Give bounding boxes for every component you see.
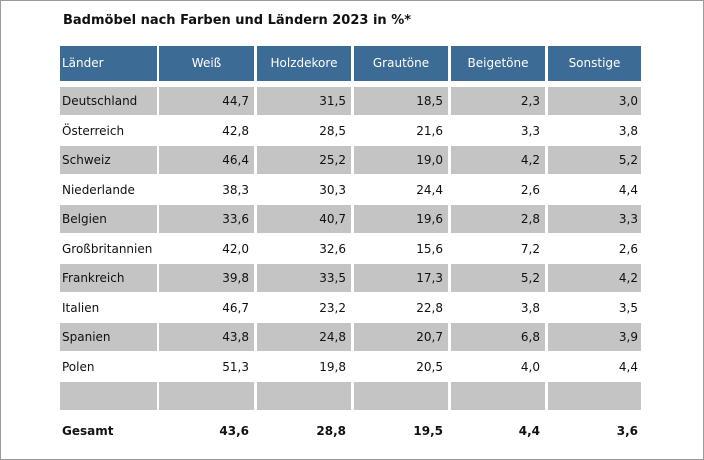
cell-beigetoene: 6,8 (451, 323, 545, 351)
cell-weiss: 43,8 (159, 323, 254, 351)
table-row: Italien 46,7 23,2 22,8 3,8 3,5 (60, 294, 641, 322)
cell-holzdekore: 19,8 (319, 360, 346, 374)
header-holzdekore: Holzdekore (257, 46, 351, 81)
cell-beigetoene: 2,8 (451, 205, 545, 233)
cell-sonstige: 3,3 (548, 205, 641, 233)
cell-beigetoene: 4,4 (518, 424, 540, 438)
cell-country: Frankreich (60, 264, 157, 292)
cell-holzdekore: 28,5 (319, 124, 346, 138)
table-row: Deutschland 44,7 31,5 18,5 2,3 3,0 (60, 87, 641, 115)
table-row: Niederlande 38,3 30,3 24,4 2,6 4,4 (60, 176, 641, 204)
cell-grautoene: 20,7 (354, 323, 448, 351)
cell-grautoene (354, 382, 448, 410)
header-beigetoene: Beigetöne (451, 46, 545, 81)
cell-sonstige: 3,5 (618, 301, 638, 315)
cell-country (60, 382, 157, 410)
cell-sonstige: 4,2 (548, 264, 641, 292)
cell-holzdekore: 30,3 (319, 183, 346, 197)
chart-title: Badmöbel nach Farben und Ländern 2023 in… (63, 13, 412, 28)
cell-country: Belgien (60, 205, 157, 233)
table-row: Österreich 42,8 28,5 21,6 3,3 3,8 (60, 117, 641, 145)
cell-holzdekore: 40,7 (257, 205, 351, 233)
header-weiss: Weiß (159, 46, 254, 81)
cell-beigetoene: 2,3 (451, 87, 545, 115)
cell-holzdekore: 25,2 (257, 146, 351, 174)
cell-grautoene: 20,5 (416, 360, 443, 374)
cell-holzdekore: 23,2 (319, 301, 346, 315)
cell-holzdekore: 33,5 (257, 264, 351, 292)
cell-country: Großbritannien (62, 242, 153, 256)
cell-weiss: 33,6 (159, 205, 254, 233)
cell-sonstige: 5,2 (548, 146, 641, 174)
cell-holzdekore: 24,8 (257, 323, 351, 351)
cell-country: Italien (62, 301, 100, 315)
table-total-row: Gesamt 43,6 28,8 19,5 4,4 3,6 (60, 417, 641, 445)
cell-sonstige: 2,6 (618, 242, 638, 256)
cell-grautoene: 15,6 (416, 242, 443, 256)
cell-grautoene: 24,4 (416, 183, 443, 197)
table-row: Spanien 43,8 24,8 20,7 6,8 3,9 (60, 323, 641, 351)
cell-country: Österreich (62, 124, 125, 138)
cell-weiss: 42,8 (222, 124, 249, 138)
cell-grautoene: 22,8 (416, 301, 443, 315)
table-row: Schweiz 46,4 25,2 19,0 4,2 5,2 (60, 146, 641, 174)
cell-beigetoene: 4,0 (520, 360, 540, 374)
cell-weiss: 43,6 (219, 424, 249, 438)
cell-beigetoene: 3,8 (520, 301, 540, 315)
cell-weiss: 39,8 (159, 264, 254, 292)
cell-weiss: 46,7 (222, 301, 249, 315)
cell-country: Deutschland (60, 87, 157, 115)
cell-weiss: 51,3 (222, 360, 249, 374)
cell-grautoene: 19,0 (354, 146, 448, 174)
cell-sonstige: 3,8 (618, 124, 638, 138)
table-header-row: Länder Weiß Holzdekore Grautöne Beigetöne Son… (60, 46, 641, 81)
cell-grautoene: 18,5 (354, 87, 448, 115)
cell-beigetoene: 2,6 (520, 183, 540, 197)
cell-sonstige: 3,9 (548, 323, 641, 351)
cell-sonstige: 3,0 (548, 87, 641, 115)
cell-beigetoene: 3,3 (520, 124, 540, 138)
cell-holzdekore: 28,8 (316, 424, 346, 438)
table-row: Polen 51,3 19,8 20,5 4,0 4,4 (60, 353, 641, 381)
header-sonstige: Sonstige (548, 46, 641, 81)
cell-country: Spanien (60, 323, 157, 351)
table-row: Belgien 33,6 40,7 19,6 2,8 3,3 (60, 205, 641, 233)
table-row: Großbritannien 42,0 32,6 15,6 7,2 2,6 (60, 235, 641, 263)
cell-beigetoene: 4,2 (451, 146, 545, 174)
cell-weiss: 42,0 (222, 242, 249, 256)
cell-holzdekore (257, 382, 351, 410)
cell-holzdekore: 32,6 (319, 242, 346, 256)
table-row (60, 382, 641, 410)
cell-weiss: 38,3 (222, 183, 249, 197)
cell-beigetoene: 7,2 (520, 242, 540, 256)
cell-grautoene: 19,6 (354, 205, 448, 233)
cell-grautoene: 21,6 (416, 124, 443, 138)
header-country: Länder (60, 46, 157, 81)
cell-weiss: 46,4 (159, 146, 254, 174)
cell-sonstige: 3,6 (616, 424, 638, 438)
cell-country: Gesamt (62, 424, 114, 438)
cell-sonstige: 4,4 (618, 360, 638, 374)
header-grautoene: Grautöne (354, 46, 448, 81)
cell-sonstige (548, 382, 641, 410)
table-row: Frankreich 39,8 33,5 17,3 5,2 4,2 (60, 264, 641, 292)
cell-grautoene: 17,3 (354, 264, 448, 292)
cell-holzdekore: 31,5 (257, 87, 351, 115)
cell-sonstige: 4,4 (618, 183, 638, 197)
cell-country: Schweiz (60, 146, 157, 174)
cell-country: Niederlande (62, 183, 135, 197)
cell-weiss (159, 382, 254, 410)
cell-country: Polen (62, 360, 95, 374)
cell-grautoene: 19,5 (413, 424, 443, 438)
cell-weiss: 44,7 (159, 87, 254, 115)
cell-beigetoene: 5,2 (451, 264, 545, 292)
cell-beigetoene (451, 382, 545, 410)
